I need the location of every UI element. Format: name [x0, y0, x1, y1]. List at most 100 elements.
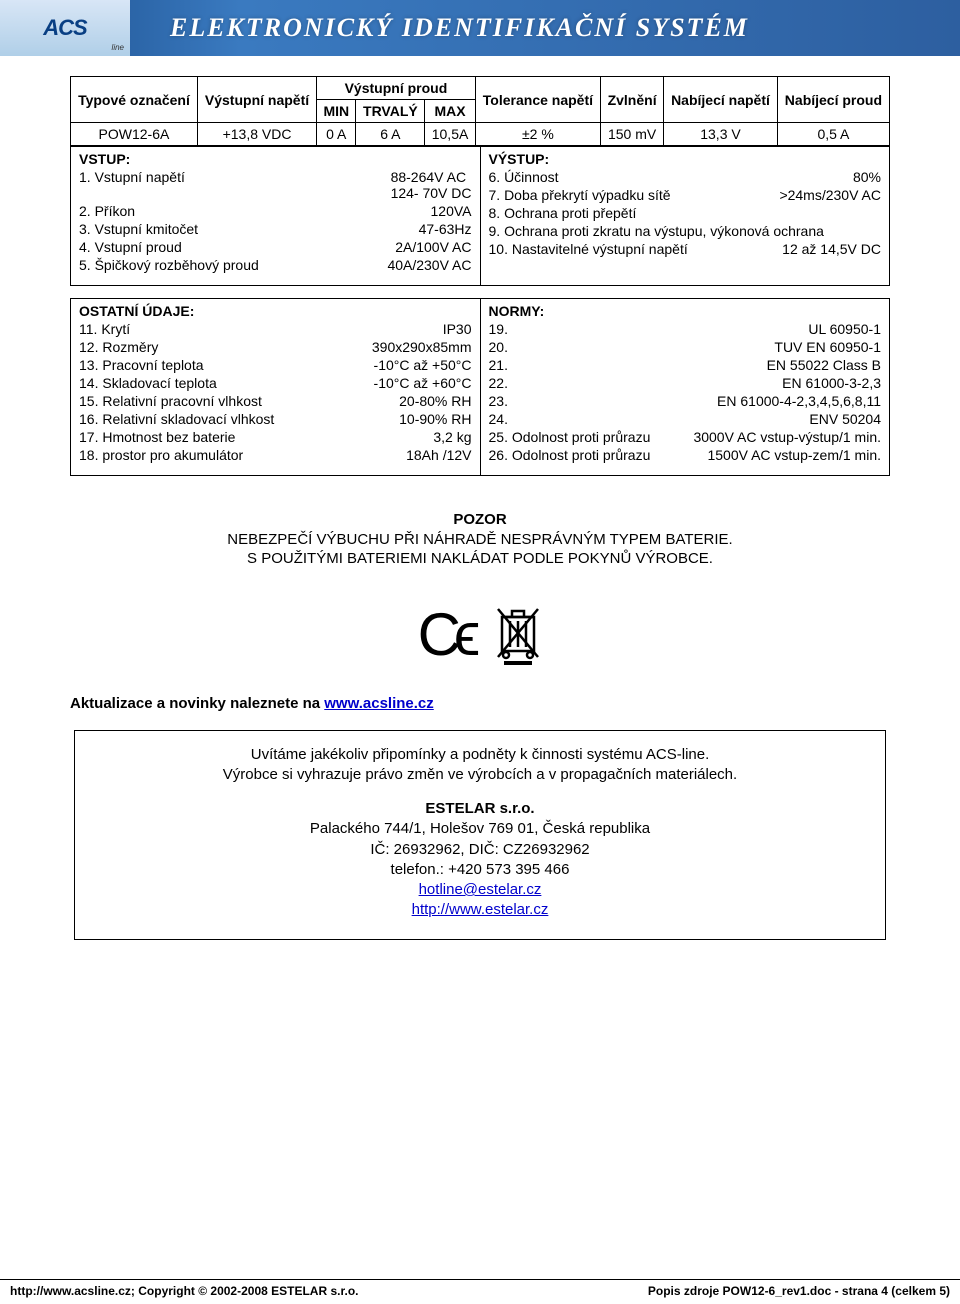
- warning-line2: S POUŽITÝMI BATERIEMI NAKLÁDAT PODLE POK…: [70, 549, 890, 569]
- td-ripple: 150 mV: [601, 123, 664, 146]
- vystup-cell: VÝSTUP: 6. Účinnost80% 7. Doba překrytí v…: [480, 147, 890, 286]
- list-item-value: 2A/100V AC: [395, 239, 471, 255]
- list-item-value: 20-80% RH: [399, 393, 471, 409]
- list-item: 18. prostor pro akumulátor 18Ah /12V: [79, 447, 472, 463]
- normy-cell: NORMY: 19.UL 60950-120.TUV EN 60950-121.…: [480, 299, 890, 476]
- vstup-cell: VSTUP: 1. Vstupní napětí88-264V AC 124- …: [71, 147, 481, 286]
- list-item: 25. Odolnost proti průrazu3000V AC vstup…: [489, 429, 882, 445]
- list-item-key: 15. Relativní pracovní vlhkost: [79, 393, 322, 409]
- list-item-value: EN 61000-4-2,3,4,5,6,8,11: [717, 393, 881, 409]
- company-address: Palackého 744/1, Holešov 769 01, Česká r…: [95, 819, 865, 839]
- th-tolerance: Tolerance napětí: [475, 77, 600, 123]
- list-item-key: 4. Vstupní proud: [79, 239, 322, 255]
- company-box: Uvítáme jakékoliv připomínky a podněty k…: [74, 730, 886, 940]
- list-item-value: 1500V AC vstup-zem/1 min.: [707, 447, 881, 463]
- list-item: 20.TUV EN 60950-1: [489, 339, 882, 355]
- logo-block: ACS line: [0, 0, 130, 56]
- logo-main: ACS: [43, 15, 86, 41]
- list-item: 16. Relativní skladovací vlhkost 10-90% R…: [79, 411, 472, 427]
- list-item-value: 88-264V AC 124- 70V DC: [391, 169, 472, 201]
- list-item-value: 12 až 14,5V DC: [782, 241, 881, 257]
- vystup-list: 6. Účinnost80% 7. Doba překrytí výpadku s…: [489, 169, 882, 257]
- list-item-value: ENV 50204: [809, 411, 881, 427]
- list-item: 4. Vstupní proud 2A/100V AC: [79, 239, 472, 255]
- list-item-value: -10°C až +60°C: [374, 375, 472, 391]
- list-item-value: -10°C až +50°C: [374, 357, 472, 373]
- list-item-value: UL 60950-1: [808, 321, 881, 337]
- footer-right: Popis zdroje POW12-6_rev1.doc - strana 4…: [648, 1284, 950, 1298]
- header-banner: ACS line ELEKTRONICKÝ IDENTIFIKAČNÍ SYST…: [0, 0, 960, 56]
- list-item-key: 13. Pracovní teplota: [79, 357, 322, 373]
- list-item-key: 25. Odolnost proti průrazu: [489, 429, 693, 445]
- logo-sub: line: [112, 43, 124, 52]
- ce-mark-icon: C ϵ: [418, 605, 475, 665]
- list-item: 11. KrytíIP30: [79, 321, 472, 337]
- td-ci: 0,5 A: [777, 123, 889, 146]
- list-item-key: 2. Příkon: [79, 203, 322, 219]
- list-item-key: 21.: [489, 357, 693, 373]
- list-item: 12. Rozměry 390x290x85mm: [79, 339, 472, 355]
- list-item: 6. Účinnost80%: [489, 169, 882, 185]
- footer-left: http://www.acsline.cz; Copyright © 2002-…: [10, 1284, 358, 1298]
- list-item-value: TUV EN 60950-1: [774, 339, 881, 355]
- list-item-key: 18. prostor pro akumulátor: [79, 447, 322, 463]
- list-item-value: 390x290x85mm: [372, 339, 472, 355]
- list-item: 2. Příkon120VA: [79, 203, 472, 219]
- list-item-key: 6. Účinnost: [489, 169, 569, 185]
- table-row: POW12-6A +13,8 VDC 0 A 6 A 10,5A ±2 % 15…: [71, 123, 890, 146]
- list-item: 7. Doba překrytí výpadku sítě>24ms/230V …: [489, 187, 882, 203]
- vstup-vystup-table: VSTUP: 1. Vstupní napětí88-264V AC 124- …: [70, 146, 890, 286]
- list-item-key: 5. Špičkový rozběhový proud: [79, 257, 322, 273]
- list-item-key: 10. Nastavitelné výstupní napětí: [489, 241, 698, 257]
- vstup-title: VSTUP:: [79, 151, 472, 167]
- list-item: 21.EN 55022 Class B: [489, 357, 882, 373]
- update-link[interactable]: www.acsline.cz: [324, 695, 434, 712]
- th-min: MIN: [317, 100, 356, 123]
- company-email-link[interactable]: hotline@estelar.cz: [419, 881, 542, 898]
- list-item-key: 16. Relativní skladovací vlhkost: [79, 411, 322, 427]
- list-item-key: 14. Skladovací teplota: [79, 375, 322, 391]
- td-vout: +13,8 VDC: [197, 123, 316, 146]
- list-item-key: 26. Odolnost proti průrazu: [489, 447, 693, 463]
- list-item-value: 40A/230V AC: [387, 257, 471, 273]
- company-phone: telefon.: +420 573 395 466: [95, 860, 865, 880]
- ostatni-normy-table: OSTATNÍ ÚDAJE: 11. KrytíIP3012. Rozměry3…: [70, 298, 890, 476]
- list-item: 24.ENV 50204: [489, 411, 882, 427]
- list-item: 15. Relativní pracovní vlhkost 20-80% RH: [79, 393, 472, 409]
- list-item: 9. Ochrana proti zkratu na výstupu, výko…: [489, 223, 882, 239]
- list-item-value: EN 61000-3-2,3: [782, 375, 881, 391]
- company-web-link[interactable]: http://www.estelar.cz: [412, 901, 549, 918]
- company-intro1: Uvítáme jakékoliv připomínky a podněty k…: [95, 745, 865, 765]
- page-footer: http://www.acsline.cz; Copyright © 2002-…: [0, 1279, 960, 1298]
- list-item: 26. Odolnost proti průrazu 1500V AC vstup…: [489, 447, 882, 463]
- th-out-voltage: Výstupní napětí: [197, 77, 316, 123]
- normy-list: 19.UL 60950-120.TUV EN 60950-121.EN 5502…: [489, 321, 882, 463]
- list-item: 5. Špičkový rozběhový proud 40A/230V AC: [79, 257, 472, 273]
- list-item: 17. Hmotnost bez baterie3,2 kg: [79, 429, 472, 445]
- list-item: 3. Vstupní kmitočet47-63Hz: [79, 221, 472, 237]
- list-item-key: 12. Rozměry: [79, 339, 322, 355]
- vstup-list: 1. Vstupní napětí88-264V AC 124- 70V DC2…: [79, 169, 472, 273]
- th-steady: TRVALÝ: [356, 100, 425, 123]
- list-item-key: 9. Ochrana proti zkratu na výstupu, výko…: [489, 223, 834, 239]
- list-item-key: 7. Doba překrytí výpadku sítě: [489, 187, 681, 203]
- list-item-value: 18Ah /12V: [406, 447, 471, 463]
- list-item-key: 8. Ochrana proti přepětí: [489, 205, 647, 221]
- td-type: POW12-6A: [71, 123, 198, 146]
- list-item-value: IP30: [443, 321, 472, 337]
- td-steady: 6 A: [356, 123, 425, 146]
- spec-table: Typové označení Výstupní napětí Výstupní…: [70, 76, 890, 146]
- list-item: 8. Ochrana proti přepětí: [489, 205, 882, 221]
- list-item-key: 17. Hmotnost bez baterie: [79, 429, 322, 445]
- list-item-value: 10-90% RH: [399, 411, 471, 427]
- th-charge-i: Nabíjecí proud: [777, 77, 889, 123]
- td-tol: ±2 %: [475, 123, 600, 146]
- list-item: 10. Nastavitelné výstupní napětí 12 až 14…: [489, 241, 882, 257]
- list-item-key: 23.: [489, 393, 693, 409]
- company-intro: Uvítáme jakékoliv připomínky a podněty k…: [95, 745, 865, 786]
- content-area: Typové označení Výstupní napětí Výstupní…: [0, 56, 960, 940]
- update-line: Aktualizace a novinky naleznete na www.a…: [70, 695, 890, 712]
- ostatni-cell: OSTATNÍ ÚDAJE: 11. KrytíIP3012. Rozměry3…: [71, 299, 481, 476]
- vystup-title: VÝSTUP:: [489, 151, 882, 167]
- company-ids: IČ: 26932962, DIČ: CZ26932962: [95, 840, 865, 860]
